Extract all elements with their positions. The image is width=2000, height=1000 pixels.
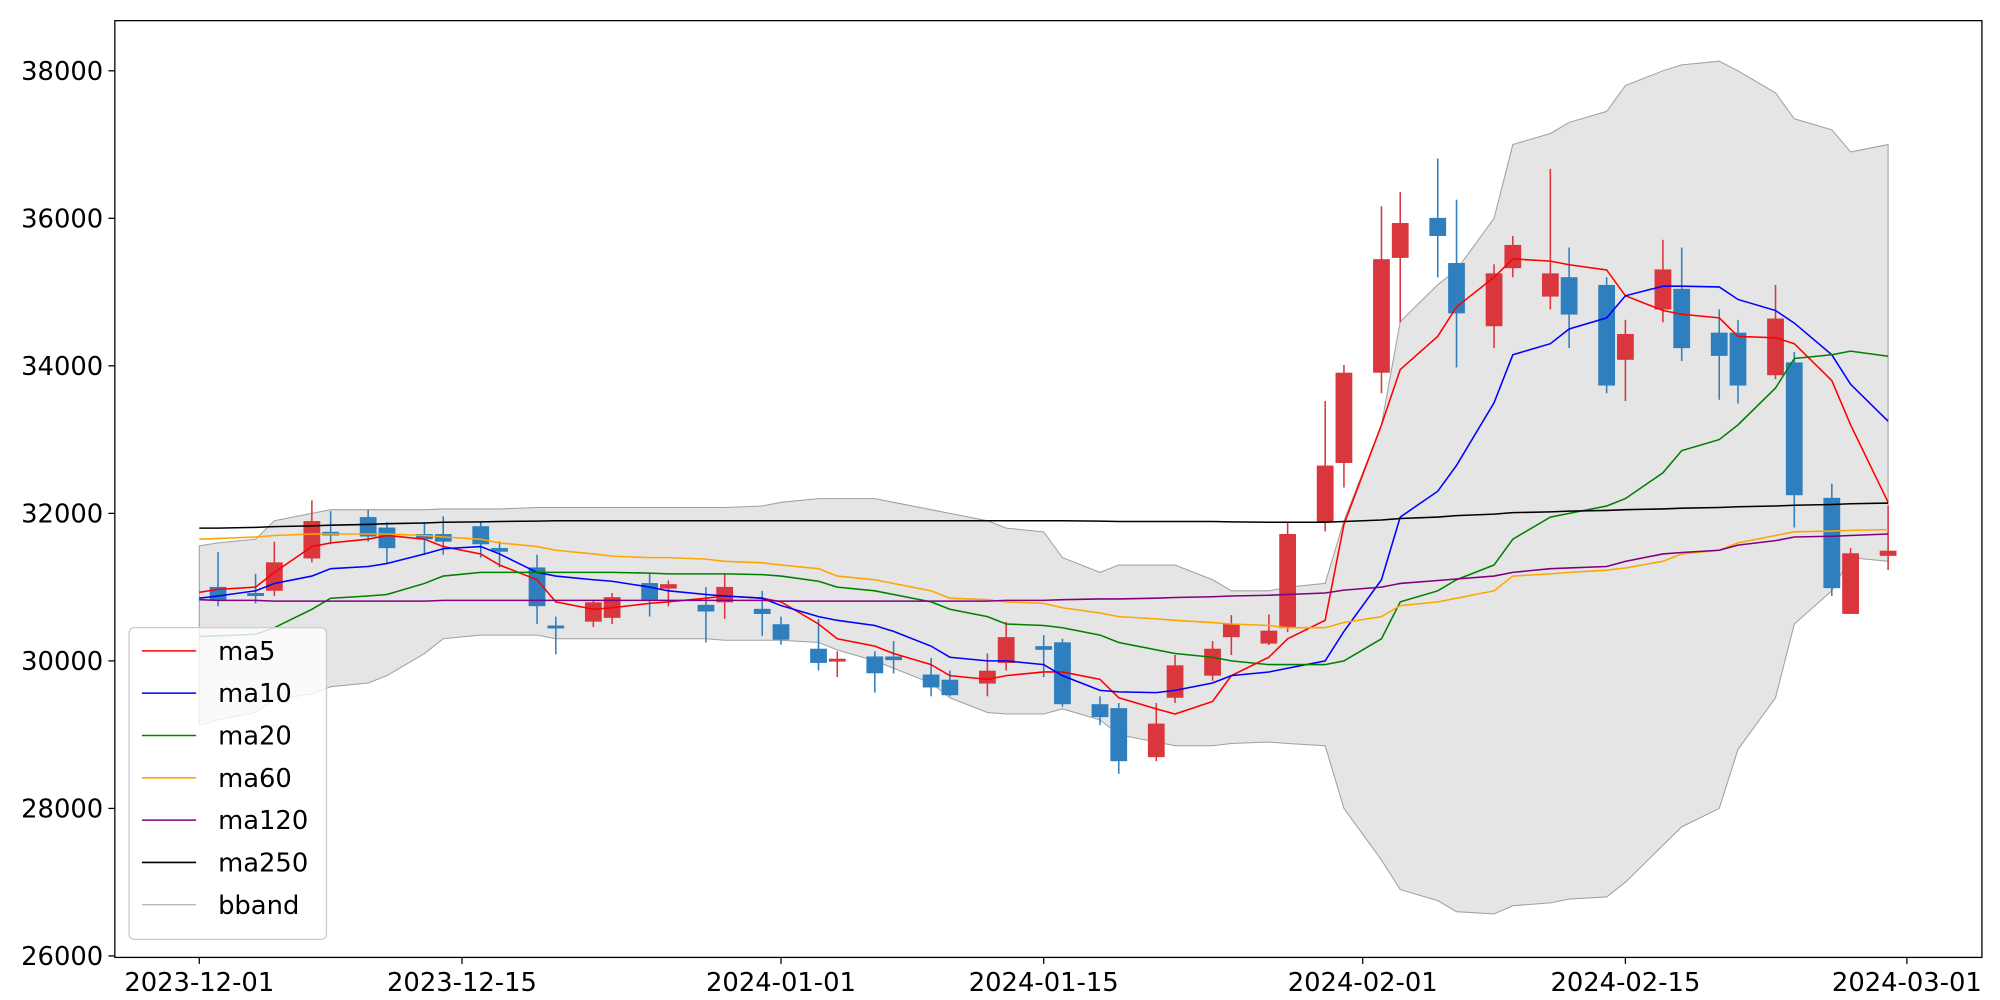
candle-body [1448,263,1465,314]
candle-body [528,567,546,607]
x-tick-label: 2024-01-01 [706,968,856,998]
x-tick-label: 2024-02-01 [1288,968,1438,998]
legend-label: ma10 [218,679,292,709]
candle-body [1316,465,1334,523]
candle-body [472,526,490,545]
candle-body [866,656,884,674]
candle-body [584,602,602,622]
y-tick-label: 34000 [21,352,103,382]
candle-body [753,608,771,614]
candle-body [1785,362,1803,496]
candle-body [1823,497,1841,589]
candle-body [1767,318,1784,376]
legend-label: ma60 [218,764,292,794]
candle-body [547,625,565,629]
candle-body [378,527,396,549]
candle-body [1429,217,1447,236]
legend-label: ma250 [218,848,308,878]
ma-line [199,502,1889,529]
x-tick-label: 2024-03-01 [1832,968,1982,998]
x-tick-label: 2023-12-01 [124,968,274,998]
candle-body [1842,553,1859,614]
y-tick-label: 30000 [21,647,103,677]
candle-body [1110,708,1128,762]
ma-line [199,533,1889,602]
candle-body [1222,624,1240,638]
y-tick-label: 26000 [21,942,103,972]
legend: ma5 ma10 ma20 ma60 ma120 ma250 bband [128,626,328,940]
candle-body [1204,648,1221,676]
x-tick-label: 2024-01-15 [969,968,1119,998]
y-tick-label: 36000 [21,204,103,234]
y-tick-label: 38000 [21,57,103,87]
candle-body [1373,259,1390,373]
candle-body [810,648,827,663]
candle-body [416,534,433,540]
candle-body [697,604,715,612]
candle-body [772,624,790,640]
candle-body [1879,550,1897,556]
ma-line [199,285,1889,694]
bband-area [198,60,1889,915]
x-tick-label: 2024-02-15 [1550,968,1700,998]
candle-body [1391,223,1409,258]
plot-frame [114,20,1983,959]
candle-body [1260,630,1278,644]
y-tick-label: 32000 [21,499,103,529]
candle-body [1335,372,1353,463]
candle-body [434,534,452,542]
candle-body [1654,269,1672,310]
legend-label: ma120 [218,806,308,836]
candle-body [979,670,996,684]
candle-body [660,584,677,589]
candle-body [1035,646,1053,650]
candle-body [1279,533,1297,629]
legend-label: ma20 [218,722,292,752]
candle-body [922,674,940,688]
candle-body [1617,333,1634,360]
candle-body [1166,665,1184,698]
candle-body [1485,273,1503,327]
candle-body [1710,332,1728,356]
candle-body [1054,642,1071,705]
candle-body [1541,273,1559,297]
candle-body [941,679,959,696]
y-tick-label: 28000 [21,794,103,824]
candle-body [491,548,508,552]
candle-body [247,593,264,596]
candle-body [1729,332,1747,386]
candle-body [716,586,734,603]
ma-line [199,258,1889,715]
legend-label: bband [218,891,299,921]
legend-label: ma5 [218,637,275,667]
candle-body [359,517,377,537]
candle-body [1560,277,1578,315]
candle-body [828,658,846,662]
ma-line [199,528,1889,629]
candle-body [885,656,902,661]
candle-body [1147,723,1165,758]
x-tick-label: 2023-12-15 [387,968,537,998]
candle-body [997,637,1015,663]
candle-body [1673,288,1691,349]
candle-body [1091,704,1109,718]
legend-box [128,626,328,940]
ma-line [199,350,1889,666]
candle-body [1598,284,1616,386]
